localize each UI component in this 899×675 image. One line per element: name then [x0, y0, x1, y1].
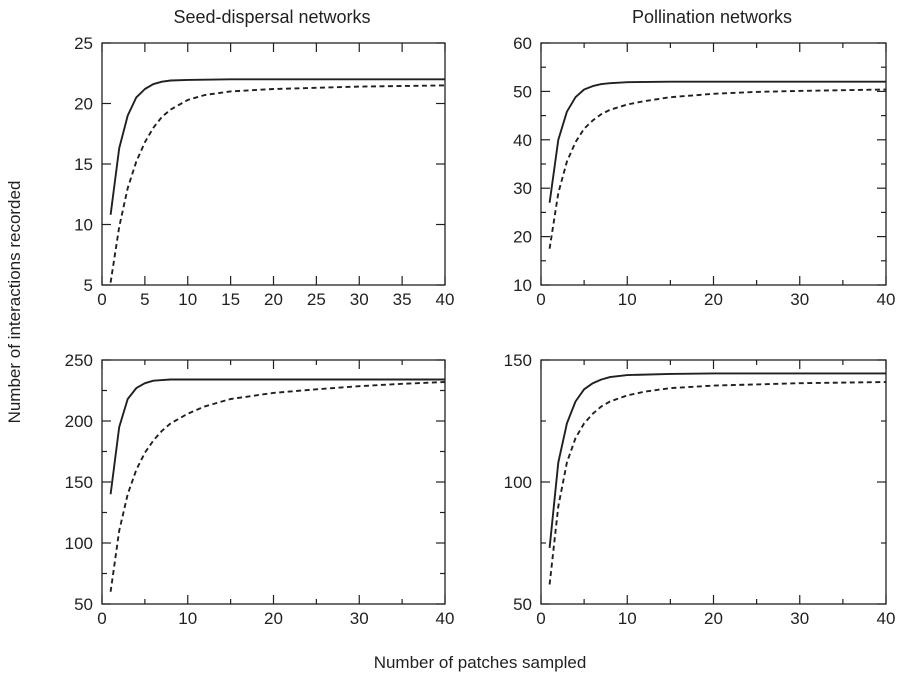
series-line-dashed: [109, 381, 446, 592]
plot-frame: [540, 359, 887, 605]
y-tick-label: 50: [74, 595, 93, 614]
x-tick-label: 10: [178, 609, 197, 628]
x-tick-label: 30: [790, 290, 809, 309]
series-line-dashed: [548, 88, 887, 249]
y-tick-label: 10: [74, 216, 93, 235]
y-tick-label: 10: [513, 276, 532, 295]
x-tick-label: 20: [704, 609, 723, 628]
series-line-dashed: [548, 381, 887, 585]
y-tick-label: 20: [513, 228, 532, 247]
y-tick-label: 50: [513, 595, 532, 614]
x-tick-label: 0: [536, 609, 545, 628]
x-tick-label: 30: [350, 609, 369, 628]
x-tick-label: 30: [790, 609, 809, 628]
plot-frame: [101, 359, 446, 605]
y-tick-label: 100: [504, 473, 532, 492]
x-tick-label: 20: [264, 290, 283, 309]
y-tick-label: 50: [513, 82, 532, 101]
x-tick-label: 0: [536, 290, 545, 309]
x-tick-label: 20: [264, 609, 283, 628]
x-tick-label: 40: [877, 609, 896, 628]
y-tick-label: 150: [65, 473, 93, 492]
x-tick-label: 5: [140, 290, 149, 309]
x-tick-label: 40: [436, 290, 455, 309]
x-tick-label: 0: [97, 609, 106, 628]
y-tick-label: 30: [513, 179, 532, 198]
x-tick-label: 0: [97, 290, 106, 309]
y-tick-label: 200: [65, 412, 93, 431]
x-tick-label: 20: [704, 290, 723, 309]
x-axis-title: Number of patches sampled: [374, 653, 587, 672]
axis-ticks: 0 10 20 30 40 50 100 150: [504, 351, 896, 628]
column-title-seed-dispersal: Seed-dispersal networks: [173, 7, 370, 27]
y-tick-label: 15: [74, 155, 93, 174]
panel-pollination-bottom: 0 10 20 30 40 50 100 150: [504, 351, 896, 628]
y-tick-label: 150: [504, 351, 532, 370]
series-line-solid: [548, 372, 886, 548]
x-tick-label: 10: [618, 290, 637, 309]
axis-ticks: 0 10 20 30 40 50 100 150 200 250: [65, 351, 455, 628]
y-tick-label: 250: [65, 351, 93, 370]
column-title-pollination: Pollination networks: [632, 7, 792, 27]
x-tick-label: 35: [393, 290, 412, 309]
y-axis-title: Number of interactions recorded: [5, 181, 24, 424]
x-tick-label: 15: [221, 290, 240, 309]
x-tick-label: 30: [350, 290, 369, 309]
series-line-solid: [109, 78, 445, 215]
y-tick-label: 100: [65, 534, 93, 553]
plot-frame: [540, 42, 887, 286]
series-line-solid: [548, 80, 886, 203]
series-line-solid: [109, 378, 445, 495]
x-tick-label: 40: [436, 609, 455, 628]
y-tick-label: 5: [84, 276, 93, 295]
panel-seed-dispersal-bottom: 0 10 20 30 40 50 100 150 200 250: [65, 351, 455, 628]
series-line-dashed: [109, 84, 446, 283]
x-tick-label: 10: [618, 609, 637, 628]
y-tick-label: 60: [513, 34, 532, 53]
y-tick-label: 20: [74, 95, 93, 114]
x-tick-label: 40: [877, 290, 896, 309]
y-tick-label: 25: [74, 34, 93, 53]
x-tick-label: 10: [178, 290, 197, 309]
x-tick-label: 25: [307, 290, 326, 309]
y-tick-label: 40: [513, 131, 532, 150]
